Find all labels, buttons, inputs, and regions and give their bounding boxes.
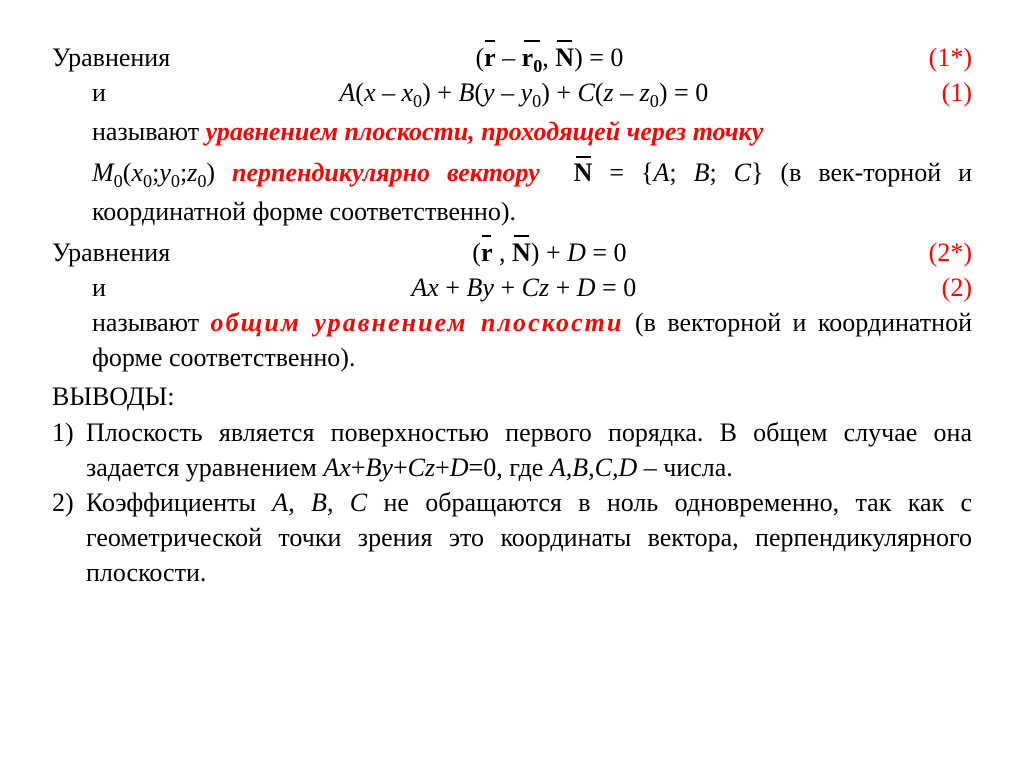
vector-n: N [574,160,593,186]
subscript: 0 [171,171,180,191]
subscript: 0 [533,56,542,76]
vector-r: r [481,240,493,266]
vars: A,B,C,D [550,453,637,482]
list-body: Коэффициенты A, B, C не обращаются в нол… [86,485,972,590]
var-b: B [467,273,483,302]
var-d: D [450,453,469,482]
list-number: 2) [52,485,86,590]
var-x: x [131,158,143,187]
text: r [522,43,534,72]
var-b: B [694,158,710,187]
text: (в векторной и [624,308,807,337]
definition-term: перпендикулярно вектору [232,158,540,187]
vector-r: r [484,45,496,71]
equation-number: (2*) [929,235,972,270]
text-line: M0(x0;y0;z0) перпендикулярно вектору N =… [52,155,972,229]
list-number: 1) [52,415,86,485]
text: = 0 [586,238,627,267]
label-and: и [92,75,106,110]
vector-r0: r0 [522,45,543,75]
conclusions-heading: ВЫВОДЫ: [52,379,972,414]
var-y: y [381,453,393,482]
conclusion-1: 1) Плоскость является поверхностью перво… [52,415,972,485]
var-b: B [366,453,382,482]
var-a: A [339,78,355,107]
subscript: 0 [197,171,206,191]
var-z: z [425,453,435,482]
var-z: z [539,273,549,302]
var-a: A [272,488,288,517]
text: Коэффициенты [86,488,272,517]
formula-2: Ax + By + Cz + D = 0 [106,270,942,305]
text: = { [592,158,653,187]
vector-n: N [555,45,574,71]
text: – числа. [637,453,733,482]
var-y: y [159,158,171,187]
var-y: y [483,78,495,107]
var-b: B [311,488,327,517]
var-z: z [187,158,197,187]
var-y: y [521,78,533,107]
text: ( [475,43,484,72]
equation-1-star: Уравнения (r – r0, N) = 0 (1*) [52,40,972,75]
text-line: называют общим уравнением плоскости (в в… [52,305,972,375]
var-c: C [522,273,539,302]
label-equations: Уравнения [52,235,170,270]
text: } (в век- [751,158,863,187]
var-z: z [640,78,650,107]
equation-number: (1*) [929,40,972,75]
subscript: 0 [413,92,422,112]
var-d: D [577,273,596,302]
text: ) = 0 [574,43,623,72]
list-body: Плоскость является поверхностью первого … [86,415,972,485]
text: называют [92,117,206,146]
text: , [542,43,555,72]
text: ) + [531,238,567,267]
formula-1: A(x – x0) + B(y – y0) + C(z – z0) = 0 [106,75,942,114]
equation-number: (2) [942,270,972,305]
var-d: D [567,238,586,267]
definition-term: уравнением плоскости, проходящей через т… [206,117,764,146]
var-b: B [458,78,474,107]
var-a: A [323,453,339,482]
var-c: C [734,158,751,187]
subscript: 0 [114,171,123,191]
equation-number: (1) [942,75,972,110]
var-x: x [427,273,439,302]
var-x: x [401,78,413,107]
var-m: M [92,158,114,187]
equation-2: и Ax + By + Cz + D = 0 (2) [52,270,972,305]
label-and: и [92,270,106,305]
var-x: x [364,78,376,107]
equation-2-star: Уравнения (r , N) + D = 0 (2*) [52,235,972,270]
text: =0, где [469,453,550,482]
var-a: A [411,273,427,302]
subscript: 0 [143,171,152,191]
var-a: A [654,158,670,187]
var-c: C [578,78,595,107]
var-y: y [482,273,494,302]
vector-n: N [512,240,531,266]
var-z: z [604,78,614,107]
subscript: 0 [650,92,659,112]
var-x: x [339,453,351,482]
text: – [496,43,522,72]
formula-2star: (r , N) + D = 0 [170,235,928,270]
document-page: Уравнения (r – r0, N) = 0 (1*) и A(x – x… [0,0,1024,630]
text-line: называют уравнением плоскости, проходяще… [52,114,972,149]
equation-1: и A(x – x0) + B(y – y0) + C(z – z0) = 0 … [52,75,972,114]
var-c: C [408,453,425,482]
var-c: C [350,488,367,517]
subscript: 0 [532,92,541,112]
label-equations: Уравнения [52,40,170,75]
text: называют [92,308,211,337]
conclusion-2: 2) Коэффициенты A, B, C не обращаются в … [52,485,972,590]
formula-1star: (r – r0, N) = 0 [170,40,928,75]
definition-term: общим уравнением плоскости [211,308,624,337]
